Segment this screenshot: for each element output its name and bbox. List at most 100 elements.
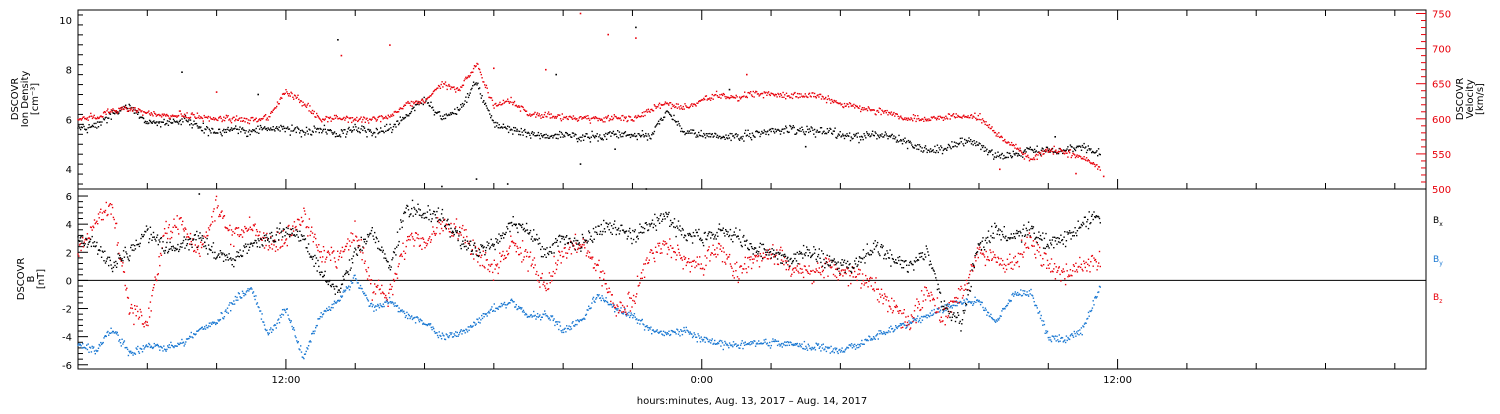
data-point	[491, 115, 492, 116]
data-point	[624, 307, 625, 308]
data-point	[624, 308, 625, 309]
data-point	[244, 132, 245, 133]
data-point	[114, 110, 115, 111]
data-point	[397, 120, 398, 121]
data-point	[491, 264, 492, 265]
data-point	[129, 351, 130, 352]
data-point	[828, 95, 829, 96]
data-point	[552, 137, 553, 138]
data-point	[1056, 340, 1057, 341]
data-point	[361, 239, 362, 240]
data-point	[286, 128, 287, 129]
data-point	[908, 324, 909, 325]
data-point	[846, 133, 847, 134]
data-point	[740, 98, 741, 99]
data-point	[468, 330, 469, 331]
data-point	[423, 100, 424, 101]
data-point	[192, 337, 193, 338]
data-point	[927, 152, 928, 153]
data-point	[897, 306, 898, 307]
data-point	[319, 251, 320, 252]
data-point	[989, 316, 990, 317]
data-point	[168, 115, 169, 116]
data-point	[540, 118, 541, 119]
data-point	[136, 306, 137, 307]
data-point	[574, 117, 575, 118]
data-point	[194, 250, 195, 251]
data-point	[342, 295, 343, 296]
data-point	[717, 254, 718, 255]
data-point	[575, 134, 576, 135]
data-point	[593, 297, 594, 298]
data-point	[713, 136, 714, 137]
data-point	[93, 116, 94, 117]
data-point	[520, 253, 521, 254]
data-point	[860, 343, 861, 344]
data-point	[781, 131, 782, 132]
data-point	[751, 139, 752, 140]
data-point	[116, 223, 117, 224]
data-point	[205, 328, 206, 329]
data-point	[757, 343, 758, 344]
data-point	[1026, 294, 1027, 295]
data-point	[637, 139, 638, 140]
data-point	[1087, 150, 1088, 151]
data-point	[870, 277, 871, 278]
data-point	[781, 259, 782, 260]
data-point	[736, 133, 737, 134]
data-point	[870, 135, 871, 136]
data-point	[269, 247, 270, 248]
data-point	[215, 324, 216, 325]
data-point	[789, 267, 790, 268]
data-point	[970, 270, 971, 271]
data-point	[547, 135, 548, 136]
data-point	[833, 102, 834, 103]
data-point	[794, 92, 795, 93]
data-point	[1085, 146, 1086, 147]
data-point	[792, 127, 793, 128]
data-point	[499, 124, 500, 125]
data-point	[998, 132, 999, 133]
data-point	[150, 115, 151, 116]
data-point	[381, 285, 382, 286]
data-point	[140, 311, 141, 312]
data-point	[992, 258, 993, 259]
data-point	[347, 238, 348, 239]
data-point	[874, 290, 875, 291]
data-point	[345, 118, 346, 119]
data-point	[886, 110, 887, 111]
data-point	[1069, 339, 1070, 340]
data-point	[777, 345, 778, 346]
data-point	[956, 117, 957, 118]
data-point	[803, 131, 804, 132]
data-point	[614, 311, 615, 312]
data-point	[989, 124, 990, 125]
data-point	[773, 131, 774, 132]
data-point	[1085, 323, 1086, 324]
data-point	[84, 242, 85, 243]
data-point	[657, 123, 658, 124]
data-point	[611, 304, 612, 305]
data-point	[545, 112, 546, 113]
data-point	[379, 131, 380, 132]
data-point	[1009, 153, 1010, 154]
data-point	[1008, 157, 1009, 158]
data-point	[190, 119, 191, 120]
data-point	[655, 126, 656, 127]
data-point	[534, 112, 535, 113]
data-point	[724, 94, 725, 95]
data-point	[741, 266, 742, 267]
data-point	[185, 341, 186, 342]
data-point	[927, 295, 928, 296]
data-point	[580, 140, 581, 141]
data-point	[510, 236, 511, 237]
data-point	[267, 119, 268, 120]
data-point	[195, 244, 196, 245]
data-point	[579, 321, 580, 322]
data-point	[806, 347, 807, 348]
data-point	[223, 117, 224, 118]
data-point	[234, 120, 235, 121]
data-point	[719, 94, 720, 95]
data-point	[470, 92, 471, 93]
data-point	[902, 327, 903, 328]
